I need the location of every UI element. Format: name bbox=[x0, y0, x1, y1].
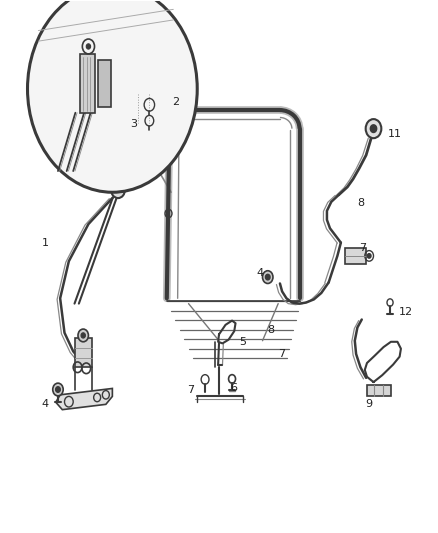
Circle shape bbox=[78, 329, 88, 342]
Circle shape bbox=[28, 0, 197, 192]
Circle shape bbox=[56, 387, 60, 392]
Circle shape bbox=[366, 119, 381, 138]
Text: 12: 12 bbox=[399, 306, 413, 317]
Text: 3: 3 bbox=[131, 119, 138, 130]
Polygon shape bbox=[56, 389, 113, 410]
Circle shape bbox=[86, 44, 91, 49]
Text: 7: 7 bbox=[187, 384, 194, 394]
Circle shape bbox=[53, 383, 63, 396]
Text: 7: 7 bbox=[359, 243, 366, 253]
Bar bbox=[98, 60, 111, 108]
Bar bbox=[345, 248, 366, 264]
Circle shape bbox=[262, 271, 273, 284]
Text: 5: 5 bbox=[240, 337, 247, 347]
Text: 4: 4 bbox=[257, 268, 264, 278]
Circle shape bbox=[81, 333, 85, 338]
Circle shape bbox=[367, 254, 371, 258]
Bar bbox=[367, 385, 391, 397]
Text: 2: 2 bbox=[172, 97, 179, 107]
Text: 9: 9 bbox=[366, 399, 373, 409]
Bar bbox=[80, 54, 95, 113]
Bar bbox=[74, 338, 92, 367]
Text: 7: 7 bbox=[279, 349, 286, 359]
Text: 8: 8 bbox=[357, 198, 364, 208]
Text: 6: 6 bbox=[231, 383, 238, 393]
Text: 1: 1 bbox=[42, 238, 49, 248]
Circle shape bbox=[111, 181, 125, 198]
Circle shape bbox=[371, 125, 377, 132]
Text: 8: 8 bbox=[268, 325, 275, 335]
Text: 11: 11 bbox=[388, 129, 402, 139]
Text: 4: 4 bbox=[41, 399, 49, 409]
Circle shape bbox=[265, 274, 270, 280]
